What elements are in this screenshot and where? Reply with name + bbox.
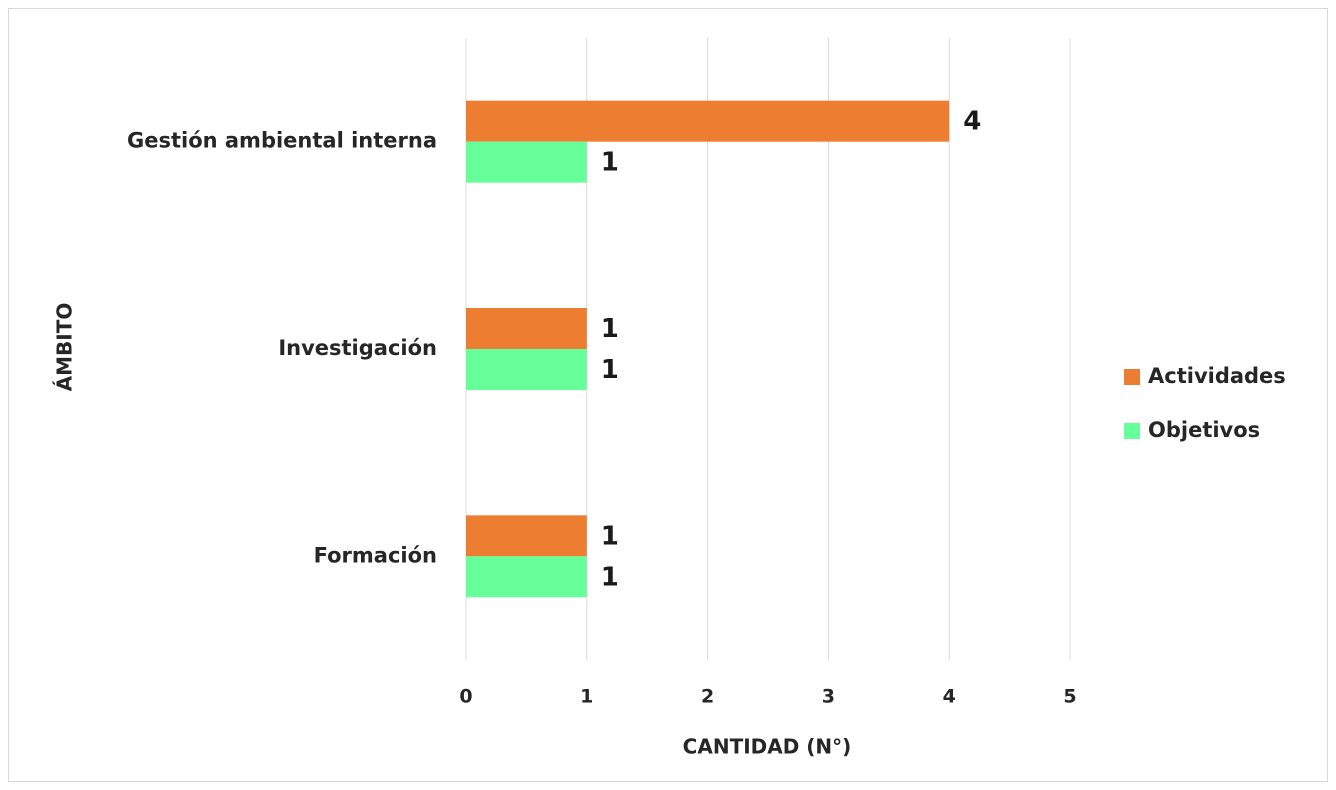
y-tick-label: Investigación xyxy=(278,336,437,360)
x-axis-label: CANTIDAD (N°) xyxy=(683,735,852,759)
value-label: 1 xyxy=(601,562,619,592)
x-tick-label: 3 xyxy=(822,686,835,708)
bar xyxy=(466,515,587,557)
bar xyxy=(466,141,587,183)
value-label: 1 xyxy=(601,355,619,385)
bar xyxy=(466,308,587,349)
legend-swatch xyxy=(1124,423,1140,439)
bar xyxy=(466,100,950,142)
x-tick-label: 5 xyxy=(1063,686,1076,708)
bar xyxy=(466,349,587,390)
x-tick-label: 0 xyxy=(459,686,472,708)
legend-swatch xyxy=(1124,369,1140,385)
value-label: 4 xyxy=(963,107,981,137)
x-tick-label: 4 xyxy=(943,686,956,708)
value-label: 1 xyxy=(601,148,619,178)
legend-label: Objetivos xyxy=(1148,418,1260,442)
y-tick-label: Gestión ambiental interna xyxy=(127,129,437,153)
value-label: 1 xyxy=(601,521,619,551)
value-label: 1 xyxy=(601,314,619,344)
legend-label: Actividades xyxy=(1148,364,1286,388)
y-axis-label: ÁMBITO xyxy=(53,303,77,392)
x-tick-label: 1 xyxy=(580,686,593,708)
y-tick-label: Formación xyxy=(314,543,437,567)
bar xyxy=(466,556,587,598)
x-tick-label: 2 xyxy=(701,686,714,708)
